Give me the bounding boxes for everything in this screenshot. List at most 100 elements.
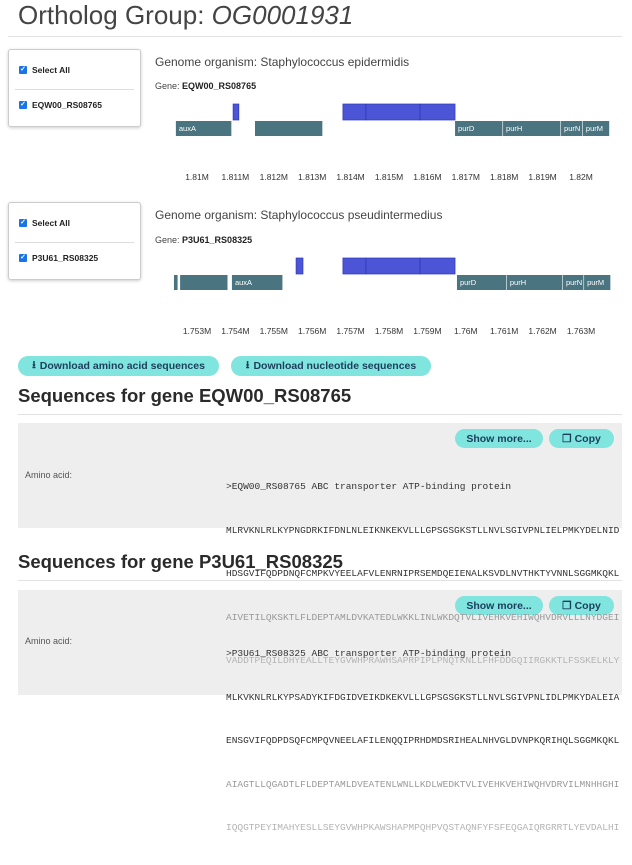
gene-checkbox[interactable]: ✓ P3U61_RS08325 [19, 253, 98, 263]
axis-tick-label: 1.81M [185, 172, 209, 180]
target-gene-feature[interactable] [342, 257, 367, 275]
gene-feature[interactable] [584, 275, 611, 290]
axis-tick-label: 1.756M [298, 326, 326, 334]
gene-feature[interactable] [175, 121, 232, 136]
copy-icon: ❐ [562, 432, 572, 445]
sequence-line: AIAGTLLQGADTLFLDEPTAMLDVEATENLWNLLKDLWED… [226, 778, 620, 790]
download-icon: ⭳ [245, 359, 250, 371]
title-divider [8, 36, 622, 37]
checkbox-checked-icon: ✓ [19, 101, 27, 109]
gene-feature-label: purH [506, 124, 522, 133]
copy-button[interactable]: ❐ Copy [549, 596, 614, 615]
select-all-checkbox[interactable]: ✓ Select All [19, 218, 70, 228]
target-gene-feature[interactable] [365, 257, 421, 275]
gene-select-panel: ✓ Select All ✓ EQW00_RS08765 [8, 49, 141, 127]
divider [15, 89, 134, 90]
copy-button[interactable]: ❐ Copy [549, 429, 614, 448]
download-amino-label: Download amino acid sequences [39, 360, 205, 372]
sequence-heading: Sequences for gene EQW00_RS08765 [18, 385, 352, 406]
gene-label: Gene: EQW00_RS08765 [155, 81, 256, 91]
gene-id: EQW00_RS08765 [182, 81, 257, 91]
gene-feature[interactable] [561, 121, 583, 136]
sequence-line: ENSGVIFQDPDSQFCMPQVNEELAFILENQQIPRHDMDSR… [226, 735, 620, 746]
gene-checkbox-label: P3U61_RS08325 [32, 253, 99, 263]
sequence-text[interactable]: >P3U61_RS08325 ABC transporter ATP-bindi… [226, 618, 619, 865]
axis-tick-label: 1.819M [528, 172, 556, 180]
gene-feature[interactable] [254, 121, 323, 136]
gene-feature[interactable] [503, 121, 561, 136]
gene-feature-label: purD [460, 278, 477, 287]
genome-track: auxA purD purH purN purM 1.753M 1.754M 1.755M 1.… [173, 257, 611, 334]
target-gene-feature[interactable] [295, 257, 304, 275]
copy-label: Copy [574, 432, 601, 445]
page-title: Ortholog Group: OG0001931 [18, 0, 353, 31]
axis-tick-label: 1.761M [490, 326, 518, 334]
sequence-line: IQQGTPEYIMAHYESLLSEYGVWHPKAWSHAPMPQHPVQS… [226, 822, 620, 833]
select-all-checkbox[interactable]: ✓ Select All [19, 65, 70, 75]
gene-feature-label: purD [458, 124, 475, 133]
gene-feature[interactable] [173, 275, 178, 290]
checkbox-checked-icon: ✓ [19, 66, 27, 74]
axis-tick-label: 1.82M [569, 172, 593, 180]
axis-tick-label: 1.818M [490, 172, 518, 180]
gene-feature[interactable] [456, 275, 507, 290]
gene-feature[interactable] [231, 275, 283, 290]
checkbox-checked-icon: ✓ [19, 219, 27, 227]
axis-tick-label: 1.816M [413, 172, 441, 180]
axis-tick-label: 1.813M [298, 172, 326, 180]
axis-tick-label: 1.812M [260, 172, 288, 180]
sequence-line: MLKVKNLRLKYPSADYKIFDGIDVEIKDKEKVLLLGPSGS… [226, 691, 620, 703]
gene-feature-label: purM [586, 124, 603, 133]
ortholog-group-id: OG0001931 [211, 0, 354, 30]
show-more-button[interactable]: Show more... [455, 596, 543, 615]
axis-tick-label: 1.755M [260, 326, 288, 334]
gene-feature-label: purN [566, 278, 582, 287]
gene-checkbox-label: EQW00_RS08765 [32, 100, 102, 110]
divider [18, 580, 622, 581]
sequence-line: VADDTPEQILDHYEALLTEYGVWHPRAWHSAPRPIPLPNQ… [226, 655, 620, 666]
genome-track: auxA purD purH purN purM 1.81M 1.811M 1.812M 1.8… [175, 103, 610, 180]
sequence-line: AIVETILQKSKTLFLDEPTAMLDVKATEDLWKKLINLWKD… [226, 611, 620, 623]
divider [15, 242, 134, 243]
target-gene-feature[interactable] [232, 103, 240, 121]
axis-tick-label: 1.759M [413, 326, 441, 334]
target-gene-feature[interactable] [419, 103, 456, 121]
amino-acid-label: Amino acid: [25, 636, 73, 646]
gene-feature[interactable] [506, 275, 563, 290]
gene-id: P3U61_RS08325 [182, 235, 253, 245]
axis-tick-label: 1.76M [454, 326, 478, 334]
target-gene-feature[interactable] [419, 257, 456, 275]
download-nucleotide-label: Download nucleotide sequences [253, 360, 417, 372]
show-more-button[interactable]: Show more... [455, 429, 543, 448]
target-gene-feature[interactable] [342, 103, 367, 121]
download-amino-acid-button[interactable]: ⭳ Download amino acid sequences [18, 356, 219, 376]
gene-select-panel: ✓ Select All ✓ P3U61_RS08325 [8, 202, 141, 280]
sequence-heading: Sequences for gene P3U61_RS08325 [18, 551, 343, 572]
gene-feature-label: auxA [235, 278, 252, 287]
gene-feature[interactable] [455, 121, 503, 136]
select-all-label: Select All [32, 218, 70, 228]
select-all-label: Select All [32, 65, 70, 75]
sequence-line: MLRVKNLRLKYPNGDRKIFDNLNLEIKNKEKVLLLGPSGS… [226, 524, 620, 536]
fasta-header: >P3U61_RS08325 ABC transporter ATP-bindi… [226, 648, 512, 659]
gene-feature-label: purH [510, 278, 526, 287]
axis-tick-label: 1.762M [528, 326, 556, 334]
sequence-text[interactable]: >EQW00_RS08765 ABC transporter ATP-bindi… [226, 451, 619, 698]
axis-tick-label: 1.763M [567, 326, 595, 334]
divider [18, 414, 622, 415]
axis-tick-label: 1.814M [336, 172, 364, 180]
gene-feature[interactable] [180, 275, 228, 290]
axis-tick-label: 1.817M [452, 172, 480, 180]
title-prefix: Ortholog Group: [18, 0, 212, 30]
download-nucleotide-button[interactable]: ⭳ Download nucleotide sequences [231, 356, 431, 376]
sequence-line: HDSGVIFQDPDNQFCMPKVYEELAFVLENRNIPRSEMDQE… [226, 568, 620, 579]
gene-checkbox[interactable]: ✓ EQW00_RS08765 [19, 100, 102, 110]
axis-tick-label: 1.758M [375, 326, 403, 334]
gene-feature[interactable] [582, 121, 610, 136]
amino-acid-label: Amino acid: [25, 470, 73, 480]
target-gene-feature[interactable] [365, 103, 421, 121]
gene-label-prefix: Gene: [155, 81, 183, 91]
axis-tick-label: 1.815M [375, 172, 403, 180]
gene-feature[interactable] [562, 275, 584, 290]
gene-label-prefix: Gene: [155, 235, 183, 245]
